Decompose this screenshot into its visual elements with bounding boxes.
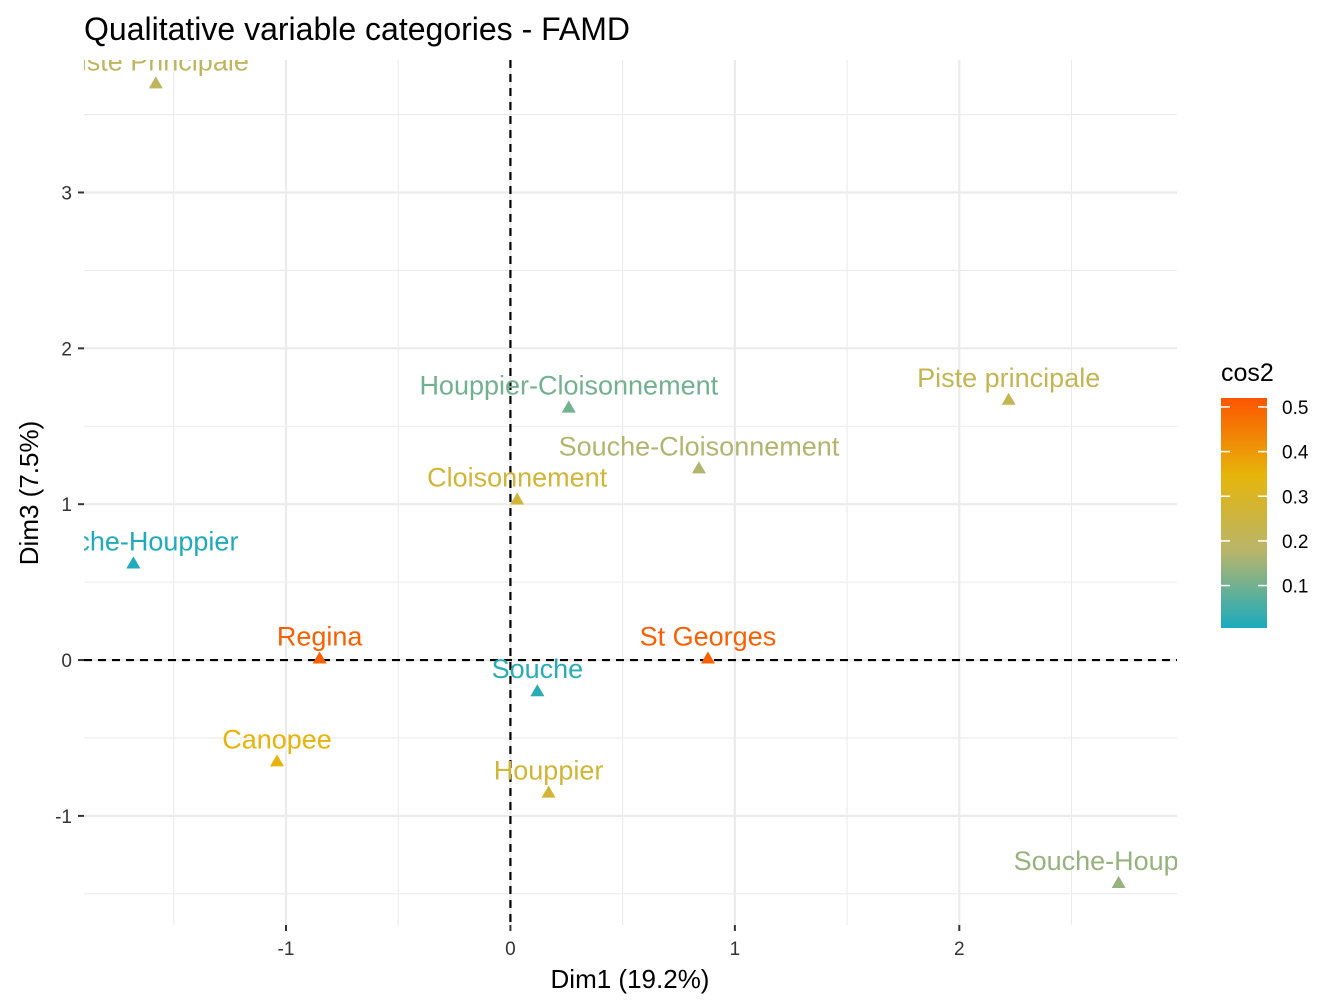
point-label: Souche-Houppier bbox=[1014, 846, 1224, 876]
point-label: Houppier-Cloisonnement bbox=[419, 371, 718, 401]
grid-minor bbox=[84, 60, 1177, 925]
point-label: Souche-Cloisonnement bbox=[559, 431, 840, 461]
point-label: Houppier bbox=[494, 756, 604, 786]
point-marker bbox=[510, 492, 525, 505]
x-tick-label: 0 bbox=[505, 939, 516, 960]
legend-colorbar bbox=[1221, 398, 1267, 628]
legend-tick-label: 0.2 bbox=[1282, 532, 1308, 553]
point-marker bbox=[312, 651, 327, 664]
point-marker bbox=[691, 461, 706, 474]
x-tick-label: 1 bbox=[730, 939, 741, 960]
point-label: Canopee bbox=[222, 724, 332, 754]
legend-tick-label: 0.5 bbox=[1282, 398, 1308, 419]
x-axis-title: Dim1 (19.2%) bbox=[551, 964, 710, 994]
y-tick-label: -1 bbox=[55, 807, 72, 828]
point-marker bbox=[148, 76, 163, 89]
point-label: Regina bbox=[277, 621, 364, 651]
point-marker bbox=[700, 651, 715, 664]
point-marker bbox=[126, 556, 141, 569]
reference-lines bbox=[84, 60, 1177, 925]
point-label: Souche-Houppier bbox=[28, 526, 238, 556]
point-marker bbox=[1111, 875, 1126, 888]
data-points bbox=[126, 76, 1126, 888]
legend-title: cos2 bbox=[1221, 359, 1274, 387]
y-axis: -1 0 1 2 3 bbox=[55, 183, 84, 828]
y-tick-label: 1 bbox=[61, 495, 72, 516]
data-labels: Piste Principale Souche-Houppier Regina Can… bbox=[28, 46, 1224, 876]
legend-tick-label: 0.3 bbox=[1282, 487, 1308, 508]
point-marker bbox=[561, 400, 576, 413]
y-tick-label: 0 bbox=[61, 651, 72, 672]
y-tick-label: 3 bbox=[61, 183, 72, 204]
point-label: Piste Principale bbox=[63, 46, 249, 76]
chart-title: Qualitative variable categories - FAMD bbox=[84, 11, 630, 47]
x-axis: -1 0 1 2 bbox=[278, 925, 965, 960]
point-marker bbox=[1001, 392, 1016, 405]
x-tick-label: 2 bbox=[954, 939, 965, 960]
point-label: St Georges bbox=[640, 621, 777, 651]
cos2-legend: cos2 0.1 0.2 0.3 0.4 0.5 bbox=[1221, 359, 1309, 628]
point-label: Souche bbox=[492, 654, 584, 684]
legend-tick-label: 0.4 bbox=[1282, 443, 1309, 464]
y-axis-title: Dim3 (7.5%) bbox=[14, 421, 44, 565]
legend-tick-label: 0.1 bbox=[1282, 577, 1308, 598]
x-tick-label: -1 bbox=[278, 939, 295, 960]
point-label: Piste principale bbox=[917, 363, 1100, 393]
point-label: Cloisonnement bbox=[427, 463, 608, 493]
point-marker bbox=[530, 684, 545, 697]
y-tick-label: 2 bbox=[61, 339, 72, 360]
legend-ticks: 0.1 0.2 0.3 0.4 0.5 bbox=[1221, 398, 1309, 598]
grid-major bbox=[84, 60, 1177, 925]
point-marker bbox=[270, 754, 285, 767]
point-marker bbox=[541, 785, 556, 798]
